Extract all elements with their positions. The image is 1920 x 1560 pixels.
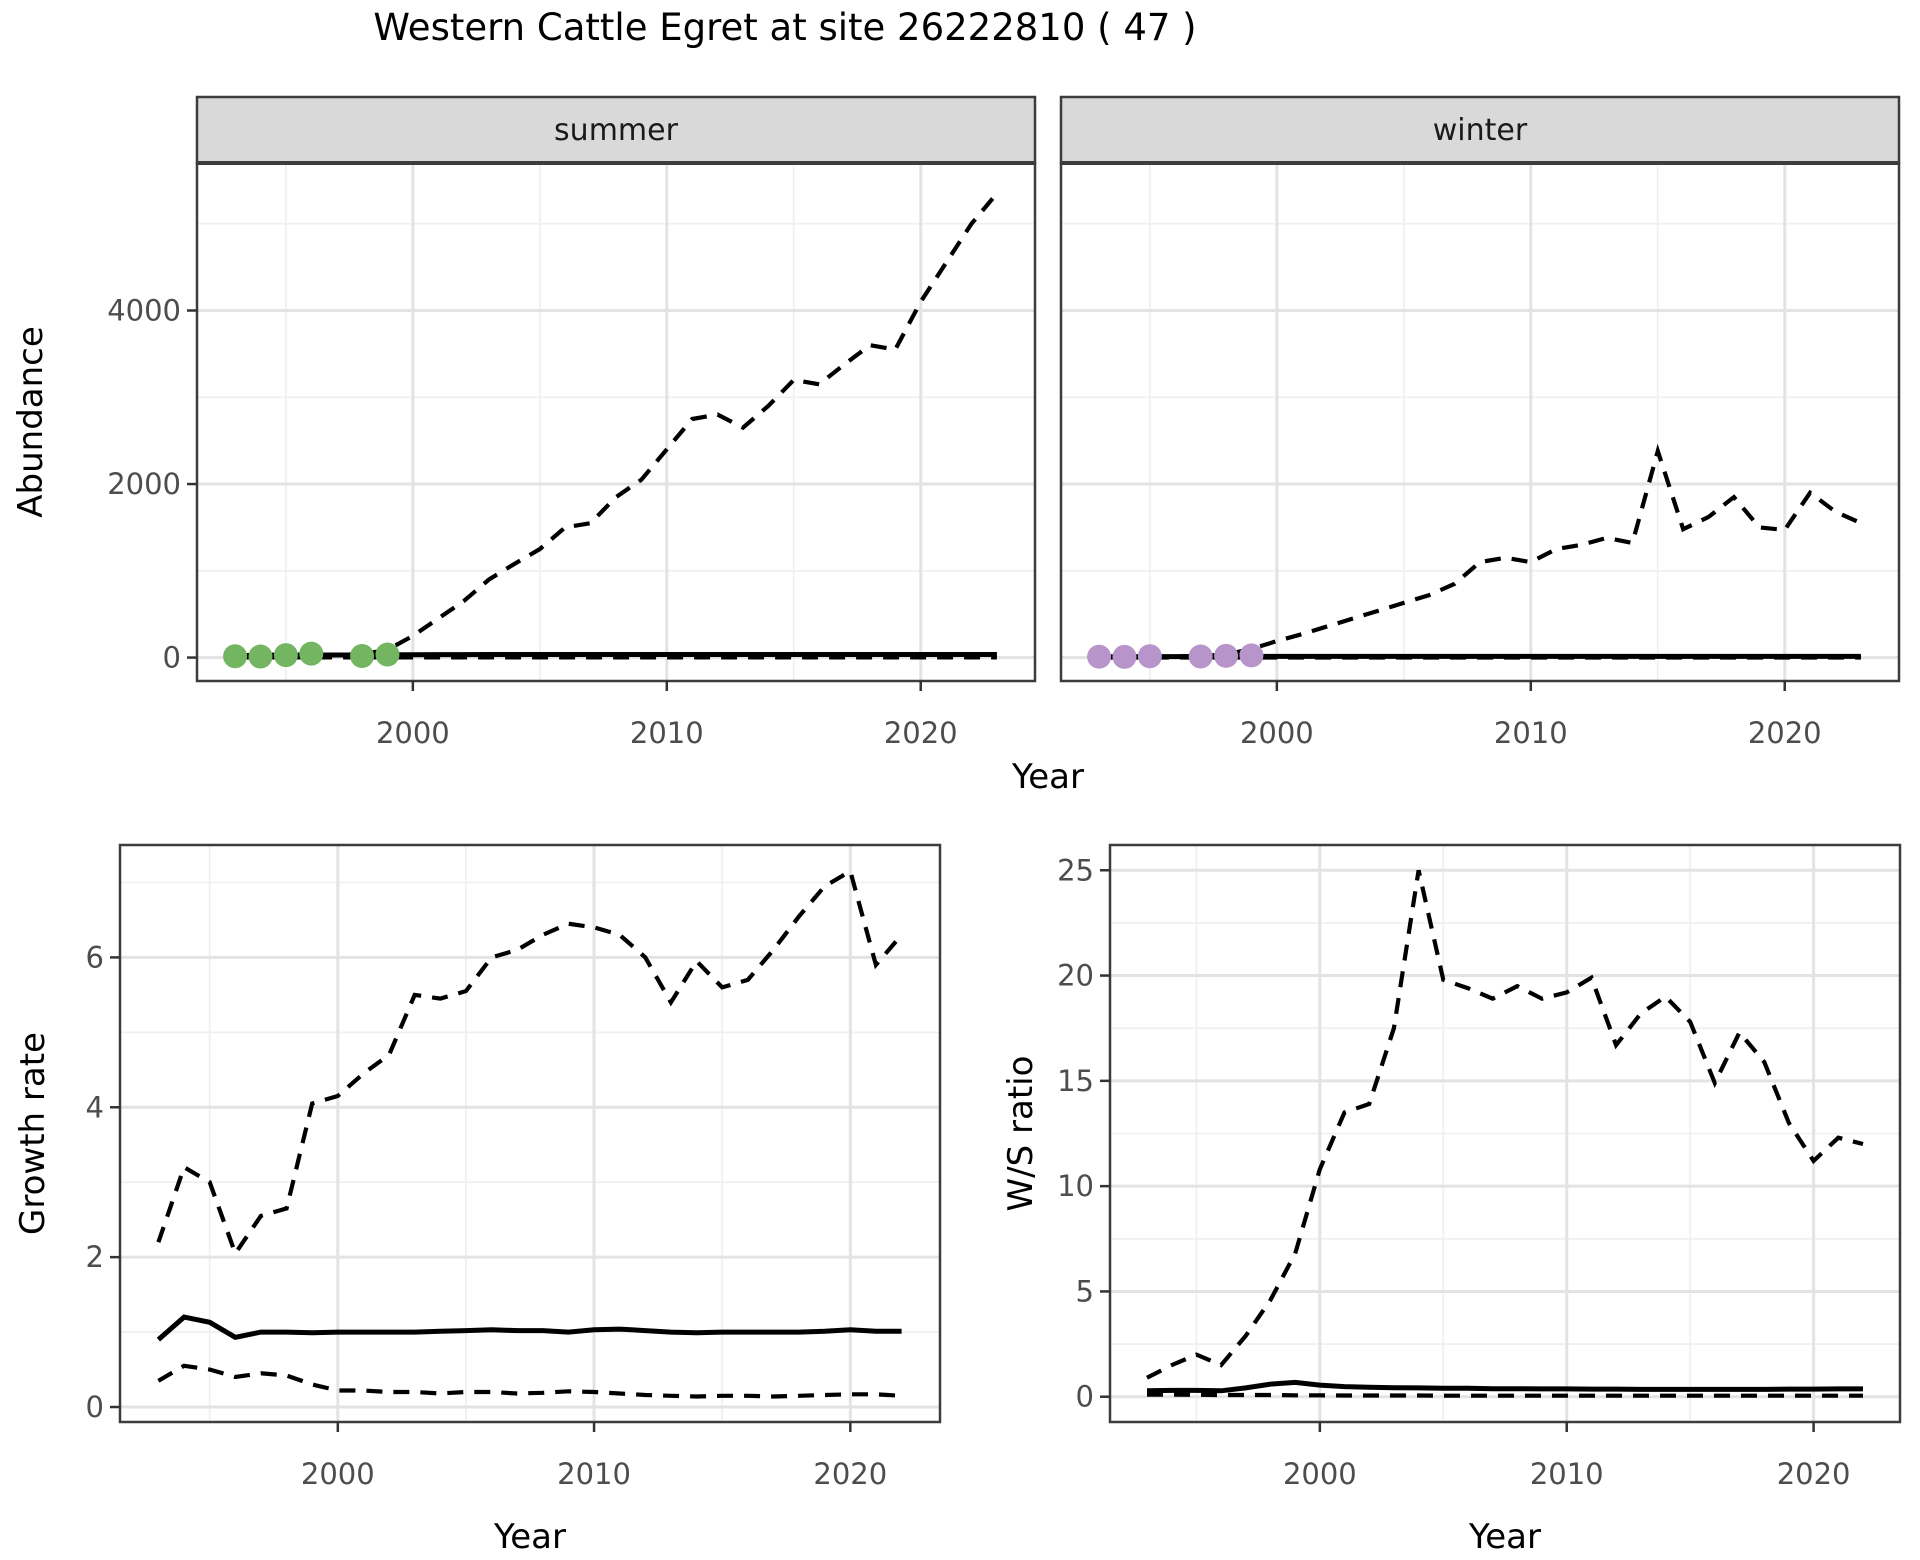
y-tick-label: 15 (1057, 1064, 1094, 1098)
series-median (1146, 1379, 1863, 1394)
x-tick-label: 2010 (1494, 716, 1568, 750)
x-tick-label: 2020 (1748, 716, 1822, 750)
observed-point (1188, 644, 1213, 669)
y-tick-label: 20 (1057, 959, 1094, 993)
y-tick-label: 2 (86, 1240, 104, 1274)
panel-growth-rate: 2000 2010 2020 0 2 4 6 (86, 843, 942, 1491)
observed-point (299, 641, 324, 666)
observed-point (1239, 643, 1264, 668)
axis-title-year-top: Year (1011, 757, 1084, 797)
observed-point (1214, 643, 1239, 668)
x-tick-label: 2000 (376, 716, 450, 750)
figure-title: Western Cattle Egret at site 26222810 ( … (373, 6, 1197, 49)
observed-point (248, 644, 273, 669)
series-median (156, 1314, 902, 1342)
x-tick-label: 2000 (1240, 716, 1314, 750)
series-upper-ci (1146, 869, 1864, 1380)
series-upper-ci (1099, 443, 1862, 659)
panel-background (1061, 163, 1899, 681)
panel-border (1108, 843, 1902, 1424)
gridlines (120, 845, 940, 1422)
observed-point (273, 643, 298, 668)
y-tick-label: 2000 (107, 467, 181, 501)
axis-title-abundance: Abundance (11, 326, 51, 518)
series-lower-ci (1147, 1392, 1863, 1398)
observed-point (375, 642, 400, 667)
y-tick-label: 0 (163, 641, 181, 675)
observed-point (1087, 644, 1112, 669)
panel-abundance-summer: summer 2000 2010 2020 0 2000 4000 (107, 95, 1037, 750)
x-tick-label: 2010 (630, 716, 704, 750)
panel-abundance-winter: winter 2000 2010 2020 (1059, 95, 1901, 750)
x-tick-label: 2020 (813, 1457, 887, 1491)
x-tick-label: 2020 (1777, 1457, 1851, 1491)
axis-title-growth-rate: Growth rate (13, 1032, 53, 1235)
series-upper-ci (156, 868, 904, 1258)
panel-border (118, 843, 942, 1424)
facet-strip-label: winter (1433, 113, 1528, 148)
observed-point (1112, 644, 1137, 669)
observed-point (350, 644, 375, 669)
x-tick-label: 2020 (884, 716, 958, 750)
facet-strip-summer (195, 95, 1037, 165)
y-tick-label: 5 (1076, 1274, 1094, 1308)
y-tick-label: 10 (1057, 1169, 1094, 1203)
axis-title-year-ws: Year (1468, 1517, 1541, 1557)
series-lower-ci (157, 1363, 902, 1399)
y-tick-label: 25 (1057, 853, 1094, 887)
x-tick-label: 2010 (1530, 1457, 1604, 1491)
observed-point (1137, 644, 1162, 669)
x-tick-label: 2000 (301, 1457, 375, 1491)
x-tick-label: 2000 (1283, 1457, 1357, 1491)
y-tick-label: 0 (86, 1390, 104, 1424)
x-tick-label: 2010 (557, 1457, 631, 1491)
facet-strip-label: summer (554, 113, 679, 148)
observed-point (223, 644, 248, 669)
y-tick-label: 4 (86, 1090, 104, 1124)
series-median (235, 652, 997, 659)
y-tick-label: 4000 (107, 294, 181, 328)
y-tick-label: 6 (86, 940, 104, 974)
panel-ws-ratio: 2000 2010 2020 0 5 10 15 20 25 (1057, 843, 1902, 1491)
axis-title-ws-ratio: W/S ratio (1001, 1056, 1041, 1212)
axis-title-year-growth: Year (493, 1517, 566, 1557)
panel-background (197, 163, 1035, 681)
y-tick-label: 0 (1076, 1380, 1094, 1414)
